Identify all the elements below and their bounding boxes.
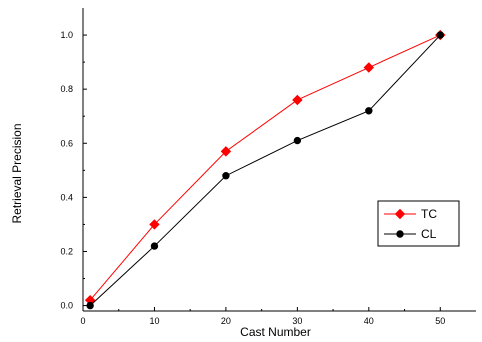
x-tick-label: 40 bbox=[364, 316, 374, 326]
data-point-tc bbox=[149, 219, 160, 230]
y-axis-label: Retrieval Precision bbox=[10, 123, 24, 223]
data-point-cl bbox=[293, 136, 302, 145]
x-tick-label: 30 bbox=[292, 316, 302, 326]
x-tick-label: 0 bbox=[80, 316, 85, 326]
data-point-cl bbox=[150, 242, 159, 250]
x-tick-label: 20 bbox=[221, 316, 231, 326]
data-point-cl bbox=[365, 107, 373, 115]
series-tc bbox=[84, 29, 446, 306]
x-tick-label: 10 bbox=[149, 316, 159, 326]
data-point-cl bbox=[436, 31, 444, 39]
x-axis-label: Cast Number bbox=[240, 325, 311, 339]
legend: TC CL bbox=[377, 200, 460, 247]
y-tick-label: 0.8 bbox=[60, 84, 73, 94]
x-ticks: 0 10 20 30 40 50 bbox=[80, 307, 445, 326]
series-cl bbox=[86, 31, 444, 310]
y-tick-label: 0.4 bbox=[60, 192, 73, 202]
series-line-cl bbox=[89, 34, 441, 306]
y-tick-label: 0.0 bbox=[60, 301, 73, 311]
legend-marker-tc bbox=[394, 208, 406, 220]
x-tick-label: 50 bbox=[435, 316, 445, 326]
legend-marker-cl bbox=[396, 230, 404, 238]
legend-label-tc: TC bbox=[421, 207, 437, 221]
y-tick-label: 0.6 bbox=[60, 138, 73, 148]
y-tick-label: 1.0 bbox=[60, 30, 73, 40]
data-point-tc bbox=[363, 62, 375, 73]
data-point-tc bbox=[220, 146, 232, 157]
data-point-cl bbox=[222, 172, 230, 180]
series-line-tc bbox=[89, 34, 441, 301]
y-tick-label: 0.2 bbox=[60, 246, 73, 256]
axes bbox=[82, 8, 476, 312]
data-point-tc bbox=[292, 94, 303, 106]
legend-label-cl: CL bbox=[421, 227, 437, 241]
y-ticks: 0.0 0.2 0.4 0.6 0.8 1.0 bbox=[60, 30, 87, 311]
series-layer bbox=[84, 29, 446, 310]
data-point-cl bbox=[86, 301, 94, 310]
legend-box bbox=[377, 200, 460, 247]
